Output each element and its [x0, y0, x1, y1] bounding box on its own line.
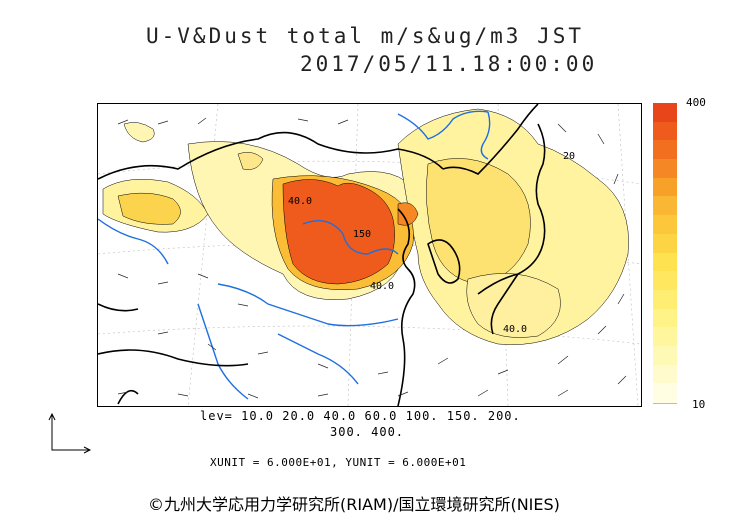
- contour-label: 40.0: [370, 281, 394, 292]
- colorbar-cell: [653, 121, 677, 142]
- colorbar-cell: [653, 103, 677, 124]
- colorbar-cell: [653, 308, 677, 329]
- map-canvas: 40.0 40.0 150 40.0 20: [98, 104, 641, 406]
- colorbar-cell: [653, 383, 677, 404]
- coastline: [98, 104, 546, 406]
- map-timestamp: 2017/05/11.18:00:00: [300, 52, 598, 76]
- colorbar-cell: [653, 345, 677, 367]
- colorbar-cell: [653, 159, 677, 180]
- colorbar-cell: [653, 289, 677, 311]
- contour-label: 40.0: [503, 324, 527, 335]
- colorbar-max-label: 400: [686, 96, 706, 109]
- contour-labels: 40.0 40.0 150 40.0 20: [288, 151, 575, 335]
- contour-label: 20: [563, 151, 575, 162]
- vector-units: XUNIT = 6.000E+01, YUNIT = 6.000E+01: [210, 456, 467, 469]
- colorbar-cell: [653, 140, 677, 161]
- colorbar-min-label: 10: [692, 398, 706, 411]
- colorbar-cell: [653, 196, 677, 217]
- colorbar-cell: [653, 215, 677, 236]
- contour-label: 40.0: [288, 196, 312, 207]
- colorbar-cell: [653, 252, 677, 273]
- rivers: [98, 110, 491, 400]
- wind-vectors: [117, 117, 627, 399]
- contour-label: 150: [353, 229, 371, 240]
- contour-levels-line1: lev= 10.0 20.0 40.0 60.0 100. 150. 200.: [200, 409, 521, 423]
- dust-map: 40.0 40.0 150 40.0 20: [97, 103, 642, 407]
- dust-high-area: [282, 179, 419, 285]
- colorbar: [653, 103, 677, 404]
- vector-scale-arrows-icon: [48, 412, 92, 454]
- contour-levels-line2: 300. 400.: [330, 425, 405, 439]
- colorbar-cell: [653, 327, 677, 348]
- map-title: U-V&Dust total m/s&ug/m3 JST: [146, 24, 585, 48]
- colorbar-cell: [653, 271, 677, 292]
- colorbar-cell: [653, 177, 677, 198]
- copyright-text: ©九州大学応用力学研究所(RIAM)/国立環境研究所(NIES): [148, 495, 560, 514]
- colorbar-cell: [653, 364, 677, 385]
- colorbar-cell: [653, 233, 677, 254]
